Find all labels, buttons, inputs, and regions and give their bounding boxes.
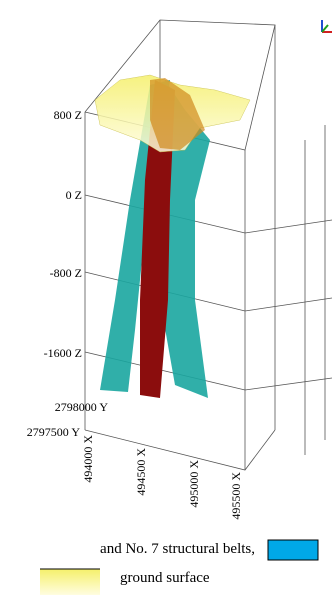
x-label: 494000 X <box>81 435 95 483</box>
grid <box>85 195 332 233</box>
y-label: 2797500 Y <box>27 425 81 439</box>
legend-text: and No. 7 structural belts, <box>100 541 255 557</box>
x-label: 494500 X <box>134 448 148 496</box>
z-label: 0 Z <box>66 188 82 202</box>
z-label: -1600 Z <box>44 346 82 360</box>
page: 800 Z 0 Z -800 Z -1600 Z 2798000 Y 27975… <box>0 0 334 600</box>
geology <box>95 75 250 398</box>
z-label: 800 Z <box>54 108 82 122</box>
bottom-edge <box>85 430 275 470</box>
axis-icon <box>322 20 332 32</box>
x-label: 495500 X <box>229 472 243 520</box>
figure: 800 Z 0 Z -800 Z -1600 Z 2798000 Y 27975… <box>0 0 334 595</box>
x-label: 495000 X <box>187 460 201 508</box>
legend-text: ground surface <box>120 570 210 586</box>
legend-swatch <box>40 569 100 595</box>
legend-swatch <box>268 540 318 560</box>
z-label: -800 Z <box>50 266 82 280</box>
y-label: 2798000 Y <box>55 400 109 414</box>
